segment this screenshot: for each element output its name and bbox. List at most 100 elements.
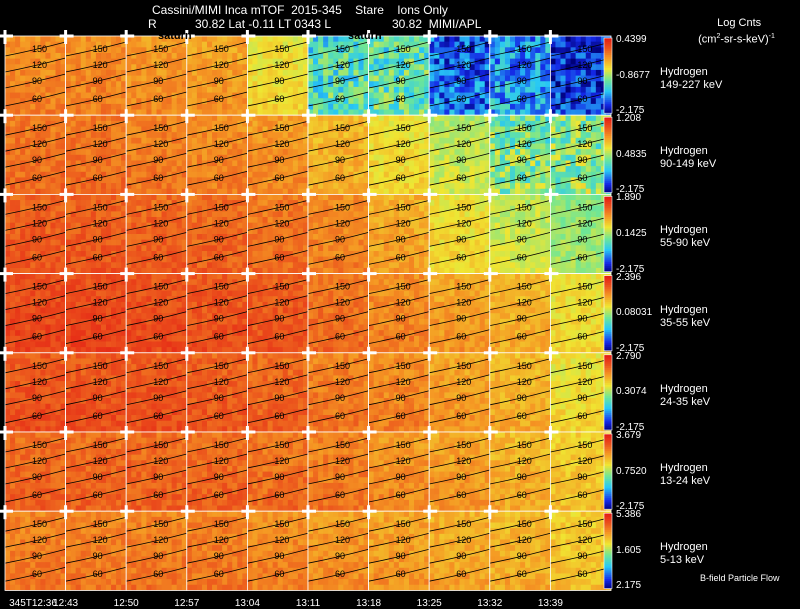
heatmap-pixel <box>131 115 137 122</box>
heatmap-pixel <box>318 211 324 218</box>
heatmap-pixel <box>252 188 258 195</box>
heatmap-pixel <box>80 52 87 59</box>
heatmap-pixel <box>35 205 41 212</box>
heatmap-pixel <box>378 250 385 257</box>
heatmap-pixel <box>489 81 496 88</box>
heatmap-pixel <box>297 132 304 139</box>
heatmap-pixel <box>161 149 167 156</box>
heatmap-pixel <box>55 177 61 184</box>
heatmap-pixel <box>575 188 581 195</box>
heatmap-pixel <box>146 183 152 190</box>
heatmap-pixel <box>429 205 435 212</box>
heatmap-pixel <box>212 166 218 173</box>
heatmap-pixel <box>40 262 46 269</box>
heatmap-pixel <box>439 149 445 156</box>
heatmap-pixel <box>282 143 289 150</box>
heatmap-pixel <box>116 188 122 195</box>
contour-label: 90 <box>396 76 406 86</box>
heatmap-pixel <box>212 245 218 252</box>
heatmap-pixel <box>282 154 289 161</box>
heatmap-pixel <box>10 103 16 110</box>
heatmap-pixel <box>419 36 425 42</box>
heatmap-pixel <box>227 205 233 212</box>
heatmap-pixel <box>333 239 339 246</box>
heatmap-pixel <box>308 149 314 156</box>
heatmap-pixel <box>176 47 183 54</box>
heatmap-pixel <box>111 245 117 252</box>
heatmap-pixel <box>95 81 102 88</box>
heatmap-pixel <box>292 205 299 212</box>
contour-label: 90 <box>153 155 163 165</box>
heatmap-pixel <box>409 115 415 122</box>
heatmap-pixel <box>499 69 506 76</box>
heatmap-pixel <box>600 98 607 105</box>
heatmap-pixel <box>575 81 581 88</box>
heatmap-pixel <box>363 171 369 178</box>
heatmap-pixel <box>494 86 501 93</box>
heatmap-pixel <box>515 109 521 116</box>
heatmap-pixel <box>434 132 440 139</box>
heatmap-pixel <box>257 217 263 223</box>
heatmap-pixel <box>116 211 122 218</box>
heatmap-pixel <box>464 36 470 42</box>
heatmap-pixel <box>212 256 218 263</box>
heatmap-pixel <box>378 211 385 218</box>
heatmap-pixel <box>373 200 379 207</box>
heatmap-pixel <box>363 137 369 144</box>
heatmap-pixel <box>237 166 243 173</box>
heatmap-pixel <box>181 137 188 144</box>
heatmap-pixel <box>5 250 11 257</box>
heatmap-pixel <box>70 75 76 82</box>
heatmap-pixel <box>515 52 521 59</box>
heatmap-pixel <box>302 154 309 161</box>
heatmap-pixel <box>141 64 147 71</box>
heatmap-pixel <box>181 92 188 99</box>
heatmap-pixel <box>287 222 294 229</box>
heatmap-pixel <box>90 143 97 150</box>
heatmap-pixel <box>434 183 440 190</box>
heatmap-pixel <box>575 75 581 82</box>
heatmap-pixel <box>530 132 536 139</box>
heatmap-pixel <box>242 120 248 127</box>
heatmap-pixel <box>227 64 233 71</box>
heatmap-pixel <box>15 52 21 59</box>
heatmap-pixel <box>55 166 61 173</box>
heatmap-pixel <box>196 143 203 150</box>
heatmap-pixel <box>70 154 76 161</box>
heatmap-pixel <box>414 211 420 218</box>
heatmap-pixel <box>499 109 506 116</box>
heatmap-pixel <box>434 143 440 150</box>
heatmap-pixel <box>267 75 273 82</box>
heatmap-pixel <box>469 41 475 48</box>
heatmap-pixel <box>419 137 425 144</box>
heatmap-pixel <box>176 86 183 93</box>
heatmap-pixel <box>585 103 592 110</box>
heatmap-pixel <box>454 137 460 144</box>
contour-label: 90 <box>214 234 224 244</box>
heatmap-pixel <box>166 188 172 195</box>
heatmap-pixel <box>323 228 329 235</box>
heatmap-pixel <box>348 47 354 54</box>
heatmap-pixel <box>555 36 561 42</box>
heatmap-pixel <box>338 98 344 105</box>
contour-line <box>368 73 430 89</box>
heatmap-pixel <box>262 126 268 133</box>
heatmap-pixel <box>277 75 284 82</box>
heatmap-pixel <box>237 109 243 116</box>
heatmap-pixel <box>65 109 71 116</box>
heatmap-pixel <box>201 69 208 76</box>
heatmap-pixel <box>207 58 213 65</box>
heatmap-pixel <box>5 81 11 88</box>
heatmap-pixel <box>65 69 71 76</box>
heatmap-pixel <box>207 250 213 257</box>
heatmap-pixel <box>439 177 445 184</box>
heatmap-pixel <box>439 103 445 110</box>
heatmap-pixel <box>121 160 127 167</box>
heatmap-pixel <box>393 120 400 127</box>
heatmap-pixel <box>398 149 405 156</box>
heatmap-pixel <box>525 154 531 161</box>
heatmap-pixel <box>196 154 203 161</box>
heatmap-pixel <box>378 115 385 122</box>
heatmap-pixel <box>499 47 506 54</box>
heatmap-pixel <box>434 250 440 257</box>
